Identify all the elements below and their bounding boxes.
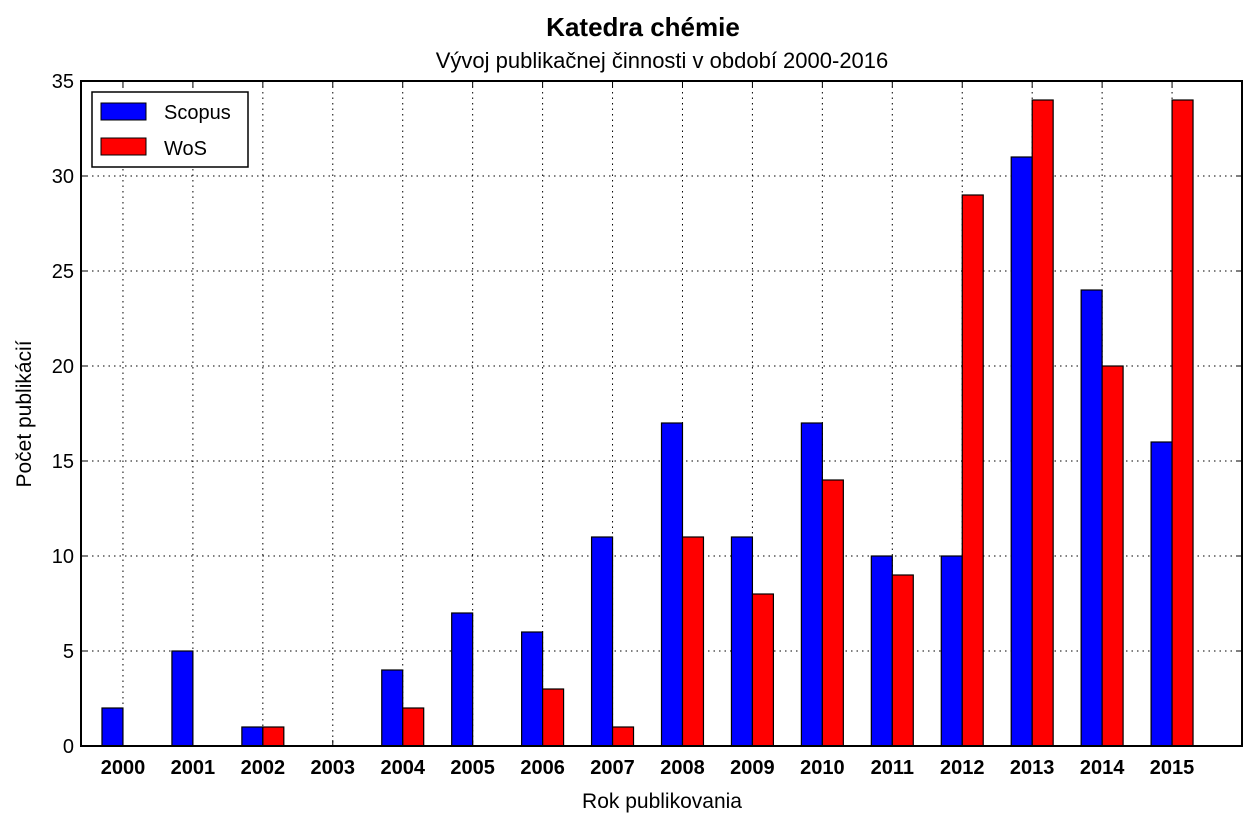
x-tick-label: 2008 [660,757,705,779]
legend-label-scopus: Scopus [164,102,231,124]
y-tick-label: 25 [52,261,74,283]
bar-scopus-2011 [870,555,893,747]
bar-scopus-2001 [171,650,194,747]
y-tick-label: 10 [52,546,74,568]
x-tick-label: 2000 [101,757,146,779]
y-tick-label: 30 [52,166,74,188]
y-tick-label: 5 [63,641,74,663]
legend-swatch-wos [100,137,147,156]
bar-wos-2011 [891,574,914,747]
x-tick-label: 2007 [590,757,635,779]
chart-title: Katedra chémie [546,12,740,42]
bar-scopus-2007 [590,536,614,747]
bar-wos-2015 [1171,99,1194,747]
legend-label-wos: WoS [164,138,207,160]
bar-wos-2002 [262,726,285,747]
bar-scopus-2014 [1080,289,1103,747]
y-tick-label: 15 [52,451,74,473]
bars [101,99,1194,747]
bar-wos-2012 [961,194,984,747]
bar-scopus-2006 [521,631,544,747]
x-tick-label: 2004 [380,757,425,779]
x-tick-label: 2003 [311,757,356,779]
x-tick-label: 2001 [171,757,216,779]
bar-scopus-2000 [101,707,124,747]
bar-wos-2013 [1031,99,1054,747]
grid [81,81,1242,746]
x-tick-label: 2014 [1080,757,1125,779]
y-axis-label: Počet publikácií [13,340,36,487]
axis-ticks: 0 5 10 15 20 25 30 35 2000 2001 2002 2003 2004 2005 20… [52,71,1242,779]
bar-scopus-2009 [730,536,754,747]
chart-subtitle: Vývoj publikačnej činnosti v období 2000… [436,48,889,73]
x-tick-label: 2009 [730,757,775,779]
y-tick-label: 20 [52,356,74,378]
bar-scopus-2002 [241,726,264,747]
bar-scopus-2008 [660,422,684,747]
x-tick-label: 2002 [241,757,286,779]
bar-scopus-2005 [451,612,474,747]
x-tick-label: 2005 [450,757,495,779]
x-tick-label: 2010 [800,757,845,779]
x-tick-label: 2006 [520,757,565,779]
bar-wos-2004 [402,707,425,747]
bar-wos-2010 [821,479,844,747]
bar-scopus-2010 [800,422,823,747]
x-tick-label: 2013 [1010,757,1055,779]
legend: Scopus WoS [91,91,249,168]
x-axis-label: Rok publikovania [582,790,742,813]
x-tick-label: 2011 [871,757,914,779]
bar-wos-2008 [681,536,705,747]
bar-wos-2009 [751,593,775,747]
bar-wos-2007 [611,726,635,747]
bar-scopus-2015 [1150,441,1173,747]
y-tick-label: 0 [63,736,74,758]
y-tick-label: 35 [52,71,74,93]
x-tick-label: 2015 [1150,757,1195,779]
plot-area-frame [80,80,1243,747]
bar-scopus-2012 [940,555,963,747]
legend-swatch-scopus [100,102,147,121]
x-tick-label: 2012 [940,757,985,779]
bar-wos-2006 [542,688,565,747]
bar-wos-2014 [1101,365,1124,747]
bar-scopus-2004 [381,669,404,747]
bar-scopus-2013 [1010,156,1033,747]
